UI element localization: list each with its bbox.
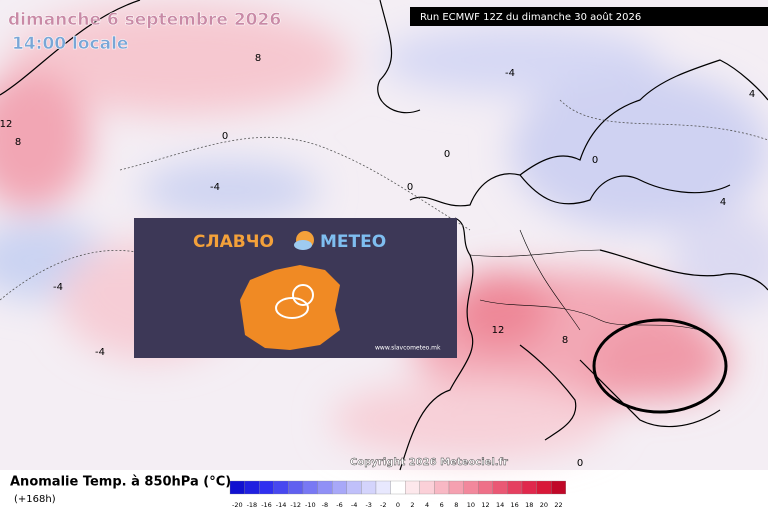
contour-label: -4: [95, 347, 105, 358]
colorbar-swatch: [463, 480, 479, 495]
contour-label: 0: [577, 458, 583, 469]
colorbar-swatch: [536, 480, 552, 495]
colorbar-label: 8: [454, 501, 458, 509]
colorbar-label: -3: [365, 501, 371, 509]
colorbar: -20 -18 -16 -14 -12 -10 -8 -6 -4 -3 -2 0 2 4 6 8 10 12 14 1…: [229, 480, 566, 509]
copyright: Copyright 2026 Meteociel.fr: [350, 457, 508, 468]
logo-name-right: МЕТЕО: [320, 232, 386, 252]
colorbar-label: -2: [380, 501, 386, 509]
colorbar-swatch: [492, 480, 508, 495]
contour-label: 0: [407, 182, 413, 193]
coastlines: [0, 0, 768, 471]
colorbar-swatch: [507, 480, 523, 495]
colorbar-swatch: [244, 480, 260, 495]
logo-country: [240, 265, 340, 350]
contour-label: 0: [592, 155, 598, 166]
contour-label: 4: [720, 197, 726, 208]
colorbar-swatch: [419, 480, 435, 495]
colorbar-label: -16: [261, 501, 272, 509]
colorbar-label: 10: [467, 501, 475, 509]
legend-lead: (+168h): [14, 494, 56, 505]
contour-label: 8: [255, 53, 261, 64]
contour-label: -4: [505, 68, 515, 79]
colorbar-swatch: [478, 480, 493, 495]
colorbar-swatch: [273, 480, 289, 495]
contour-label: 4: [749, 89, 755, 100]
colorbar-label: -6: [336, 501, 342, 509]
logo-sun: [292, 284, 314, 306]
colorbar-swatch: [390, 480, 406, 495]
contour-label: 0: [444, 149, 450, 160]
colorbar-label: -20: [232, 501, 243, 509]
colorbar-label: -8: [322, 501, 328, 509]
colorbar-label: -10: [305, 501, 316, 509]
contour-label: 12: [492, 325, 505, 336]
logo-name-left: СЛАВЧО: [193, 232, 274, 252]
colorbar-swatch: [551, 480, 566, 495]
contour-label: 0: [222, 131, 228, 142]
colorbar-swatch: [229, 480, 245, 495]
colorbar-swatch: [259, 480, 274, 495]
colorbar-label: -12: [290, 501, 301, 509]
colorbar-label: 12: [481, 501, 489, 509]
colorbar-swatch: [405, 480, 420, 495]
colorbar-label: 14: [496, 501, 504, 509]
colorbar-label: 16: [511, 501, 519, 509]
colorbar-label: 6: [440, 501, 444, 509]
time: 14:00 locale: [12, 34, 128, 54]
contour-label: -4: [210, 182, 220, 193]
highlight-circle: [592, 318, 728, 414]
colorbar-label: 18: [525, 501, 533, 509]
colorbar-swatch: [288, 480, 304, 495]
contour-label: 8: [562, 335, 568, 346]
colorbar-swatch: [375, 480, 391, 495]
colorbar-swatch: [448, 480, 464, 495]
run: Run ECMWF 12Z du dimanche 30 août 2026: [420, 11, 641, 23]
logo-cloud-outline: [275, 297, 309, 319]
colorbar-label: 20: [540, 501, 548, 509]
run-box: [410, 7, 768, 26]
logo-cloud: [294, 240, 312, 250]
contour-label: 8: [15, 137, 21, 148]
colorbar-swatch: [361, 480, 377, 495]
colorbar-swatch: [317, 480, 333, 495]
logo: СЛАВЧО МЕТЕО www.slavcometeo.mk: [134, 218, 457, 358]
colorbar-label: 0: [396, 501, 400, 509]
contour-label: 12: [0, 119, 12, 130]
colorbar-label: -18: [247, 501, 258, 509]
colorbar-swatch: [521, 480, 537, 495]
logo-url: www.slavcometeo.mk: [375, 345, 441, 352]
colorbar-swatch: [434, 480, 450, 495]
colorbar-label: 22: [554, 501, 562, 509]
colorbar-swatch: [346, 480, 362, 495]
colorbar-label: 2: [410, 501, 414, 509]
colorbar-swatch: [302, 480, 318, 495]
contour-label: -4: [53, 282, 63, 293]
colorbar-label: -14: [276, 501, 287, 509]
date: dimanche 6 septembre 2026: [8, 10, 281, 30]
colorbar-swatch: [332, 480, 347, 495]
legend-title: Anomalie Temp. à 850hPa (°C): [10, 475, 231, 490]
colorbar-label: -4: [351, 501, 357, 509]
colorbar-label: 4: [425, 501, 429, 509]
